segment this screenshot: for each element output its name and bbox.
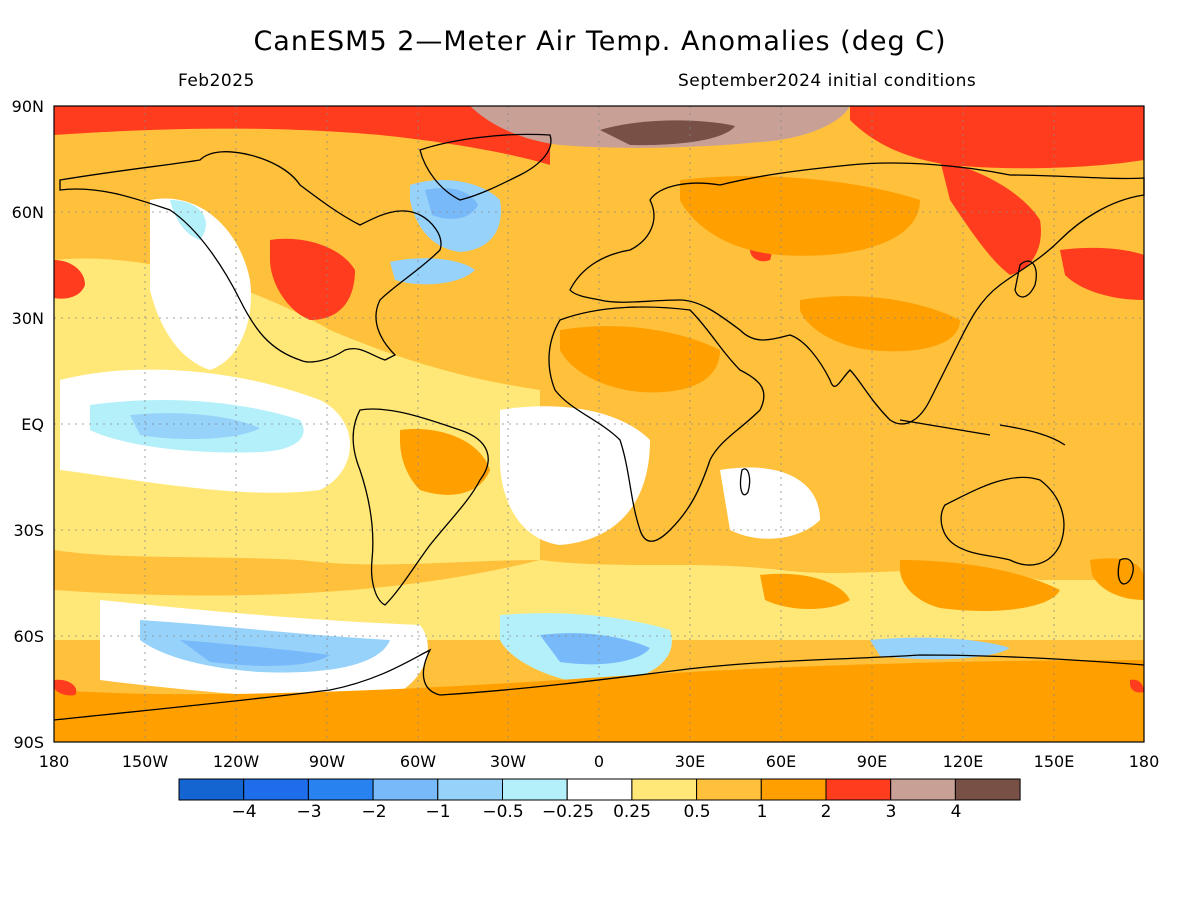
- coastlines: [53, 133, 1145, 721]
- anomaly-field: [54, 106, 1144, 742]
- lon-label-30w: 30W: [489, 752, 527, 771]
- initial-conditions-label: September2024 initial conditions: [678, 71, 977, 91]
- colorbar-swatch: [566, 778, 633, 801]
- coastline-australia: [940, 476, 1065, 566]
- lon-label-150e: 150E: [1033, 752, 1075, 771]
- map-frame: [53, 105, 1145, 743]
- lon-label-30e: 30E: [674, 752, 706, 771]
- map-title: CanESM5 2—Meter Air Temp. Anomalies (deg…: [253, 26, 947, 57]
- valid-month-label: Feb2025: [178, 71, 255, 91]
- colorbar-tick-label: −2: [361, 802, 387, 822]
- lat-label-30s: 30S: [13, 521, 44, 540]
- lon-label-0: 0: [593, 752, 605, 771]
- lon-label-90w: 90W: [308, 752, 346, 771]
- lat-label-60s: 60S: [13, 627, 44, 646]
- lon-label-150w: 150W: [121, 752, 169, 771]
- colorbar-tick-label: 3: [885, 802, 897, 822]
- coastline-eurasia: [569, 162, 1145, 425]
- coastline-north-america: [59, 151, 442, 363]
- lon-label-180e: 180: [1128, 752, 1160, 771]
- coastline-africa: [548, 306, 765, 542]
- colorbar-swatch: [178, 778, 245, 801]
- colorbar-tick-label: 4: [950, 802, 962, 822]
- coastline-south-america: [352, 408, 489, 606]
- lon-label-120w: 120W: [212, 752, 260, 771]
- lat-label-60n: 60N: [11, 203, 44, 222]
- coastline-antarctica: [53, 648, 1145, 721]
- colorbar-swatch: [954, 778, 1021, 801]
- colorbar-tick-label: −4: [231, 802, 257, 822]
- colorbar-tick-label: −1: [425, 802, 451, 822]
- colorbar-tick-label: 2: [820, 802, 832, 822]
- colorbar-tick-label: 1: [756, 802, 768, 822]
- colorbar-tick-label: −0.25: [541, 802, 595, 822]
- coastline-greenland: [419, 133, 552, 201]
- colorbar-swatch: [437, 778, 503, 801]
- colorbar-swatch: [372, 778, 439, 801]
- colorbar: [178, 778, 1021, 801]
- lon-label-60w: 60W: [399, 752, 437, 771]
- colorbar-swatch: [696, 778, 762, 801]
- lat-label-90n: 90N: [11, 97, 44, 116]
- colorbar-tick-label: 0.5: [683, 802, 711, 822]
- colorbar-swatch: [890, 778, 956, 801]
- colorbar-tick-label: 0.25: [613, 802, 651, 822]
- colorbar-swatch: [760, 778, 827, 801]
- lon-label-60e: 60E: [765, 752, 797, 771]
- lon-label-180w: 180: [38, 752, 70, 771]
- colorbar-tick-label: −3: [296, 802, 322, 822]
- colorbar-swatch: [243, 778, 309, 801]
- colorbar-swatch: [631, 778, 698, 801]
- lat-label-eq: EQ: [21, 415, 44, 434]
- lon-label-90e: 90E: [856, 752, 888, 771]
- lat-label-90s: 90S: [13, 733, 44, 752]
- lon-label-120e: 120E: [942, 752, 984, 771]
- colorbar-swatch: [825, 778, 892, 801]
- lat-lon-grid: [54, 106, 1144, 742]
- colorbar-tick-label: −0.5: [482, 802, 524, 822]
- lat-label-30n: 30N: [11, 309, 44, 328]
- colorbar-swatch: [307, 778, 374, 801]
- colorbar-swatch: [502, 778, 568, 801]
